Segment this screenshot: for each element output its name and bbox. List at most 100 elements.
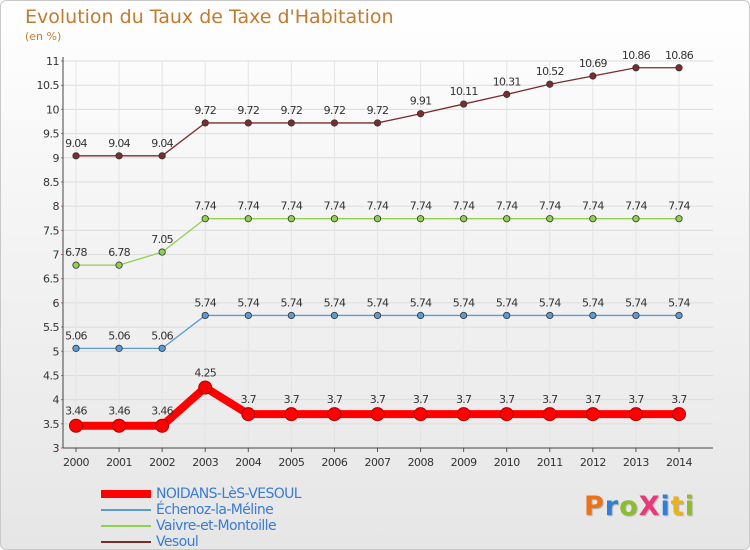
data-point xyxy=(546,80,554,88)
data-point xyxy=(244,311,252,320)
data-label: 3.7 xyxy=(284,393,300,406)
data-point xyxy=(416,311,425,320)
data-label: 7.74 xyxy=(668,200,690,213)
logo-letter: r xyxy=(604,491,620,522)
data-label: 5.74 xyxy=(367,296,389,309)
data-point xyxy=(632,215,640,223)
data-point xyxy=(158,152,166,160)
y-tick-label: 3.5 xyxy=(43,418,59,431)
x-tick-label: 2006 xyxy=(321,456,347,469)
data-label: 7.74 xyxy=(539,200,561,213)
data-point xyxy=(546,311,554,320)
data-label: 9.91 xyxy=(410,95,432,108)
data-point xyxy=(413,407,428,422)
data-label: 5.06 xyxy=(65,329,87,342)
data-point xyxy=(503,215,511,223)
data-point xyxy=(373,119,382,127)
data-point xyxy=(675,64,683,72)
legend-label: Vaivre-et-Montoille xyxy=(156,518,277,534)
x-tick-label: 2002 xyxy=(149,456,175,469)
data-point xyxy=(112,418,127,433)
data-label: 3.7 xyxy=(241,393,257,406)
data-point xyxy=(589,311,597,320)
data-label: 5.06 xyxy=(108,329,130,342)
data-point xyxy=(503,90,511,98)
data-label: 10.86 xyxy=(665,49,694,62)
data-label: 5.74 xyxy=(410,296,432,309)
data-label: 7.05 xyxy=(151,233,173,246)
y-tick-label: 10.5 xyxy=(37,79,60,92)
y-tick-label: 8.5 xyxy=(43,176,59,189)
y-tick-label: 3 xyxy=(53,442,60,455)
x-tick-label: 2001 xyxy=(106,456,132,469)
data-label: 7.74 xyxy=(582,200,604,213)
y-tick-label: 11 xyxy=(46,55,59,68)
data-label: 5.74 xyxy=(496,296,518,309)
data-label: 3.7 xyxy=(585,393,601,406)
data-point xyxy=(330,311,339,320)
data-point xyxy=(72,261,80,269)
chart-unit-label: (en %) xyxy=(25,30,62,43)
data-point xyxy=(330,215,339,223)
data-point xyxy=(158,344,166,352)
data-point xyxy=(632,64,640,72)
data-label: 9.72 xyxy=(194,104,216,117)
x-tick-label: 2005 xyxy=(278,456,304,469)
data-label: 4.25 xyxy=(194,367,216,380)
data-point xyxy=(198,380,213,395)
y-tick-label: 4.5 xyxy=(43,369,59,382)
logo-letter: o xyxy=(619,491,639,522)
data-label: 7.74 xyxy=(496,200,518,213)
data-point xyxy=(460,311,468,320)
data-point xyxy=(284,407,299,422)
data-point xyxy=(460,215,468,223)
y-tick-label: 9.5 xyxy=(43,128,59,141)
data-label: 9.04 xyxy=(65,137,87,150)
data-point xyxy=(115,344,123,352)
data-label: 3.7 xyxy=(542,393,558,406)
data-label: 7.74 xyxy=(410,200,432,213)
data-point xyxy=(69,418,83,433)
data-point xyxy=(201,311,209,320)
legend-label: NOIDANS-LèS-VESOUL xyxy=(156,486,302,502)
legend-swatch xyxy=(101,525,151,527)
data-label: 5.74 xyxy=(237,296,259,309)
data-point xyxy=(416,110,425,118)
data-point xyxy=(244,119,252,127)
data-point xyxy=(115,261,123,269)
data-label: 5.74 xyxy=(625,296,647,309)
data-label: 9.72 xyxy=(367,104,389,117)
data-point xyxy=(201,119,209,127)
y-tick-label: 9 xyxy=(53,152,60,165)
data-label: 5.74 xyxy=(539,296,561,309)
x-tick-label: 2013 xyxy=(623,456,649,469)
data-label: 3.7 xyxy=(671,393,687,406)
data-label: 3.46 xyxy=(151,405,173,418)
data-point xyxy=(546,215,554,223)
y-tick-label: 5.5 xyxy=(43,321,59,334)
data-label: 3.7 xyxy=(456,393,472,406)
data-point xyxy=(675,215,683,223)
x-tick-label: 2007 xyxy=(365,456,391,469)
legend-label: Échenoz-la-Méline xyxy=(156,502,274,518)
data-point xyxy=(373,215,382,223)
data-point xyxy=(244,215,252,223)
data-point xyxy=(503,311,511,320)
data-label: 5.74 xyxy=(281,296,303,309)
logo-letter: t xyxy=(670,491,685,522)
y-tick-label: 8 xyxy=(53,200,60,213)
data-point xyxy=(416,215,425,223)
data-point xyxy=(456,407,471,422)
data-label: 7.74 xyxy=(625,200,647,213)
data-point xyxy=(201,215,209,223)
data-label: 5.74 xyxy=(324,296,346,309)
proxiti-logo: ProXiti xyxy=(584,491,695,522)
data-point xyxy=(589,215,597,223)
data-point xyxy=(585,407,600,422)
data-point xyxy=(115,152,123,160)
data-label: 7.74 xyxy=(367,200,389,213)
data-label: 7.74 xyxy=(237,200,259,213)
data-point xyxy=(499,407,514,422)
data-point xyxy=(632,311,640,320)
x-tick-label: 2009 xyxy=(451,456,477,469)
